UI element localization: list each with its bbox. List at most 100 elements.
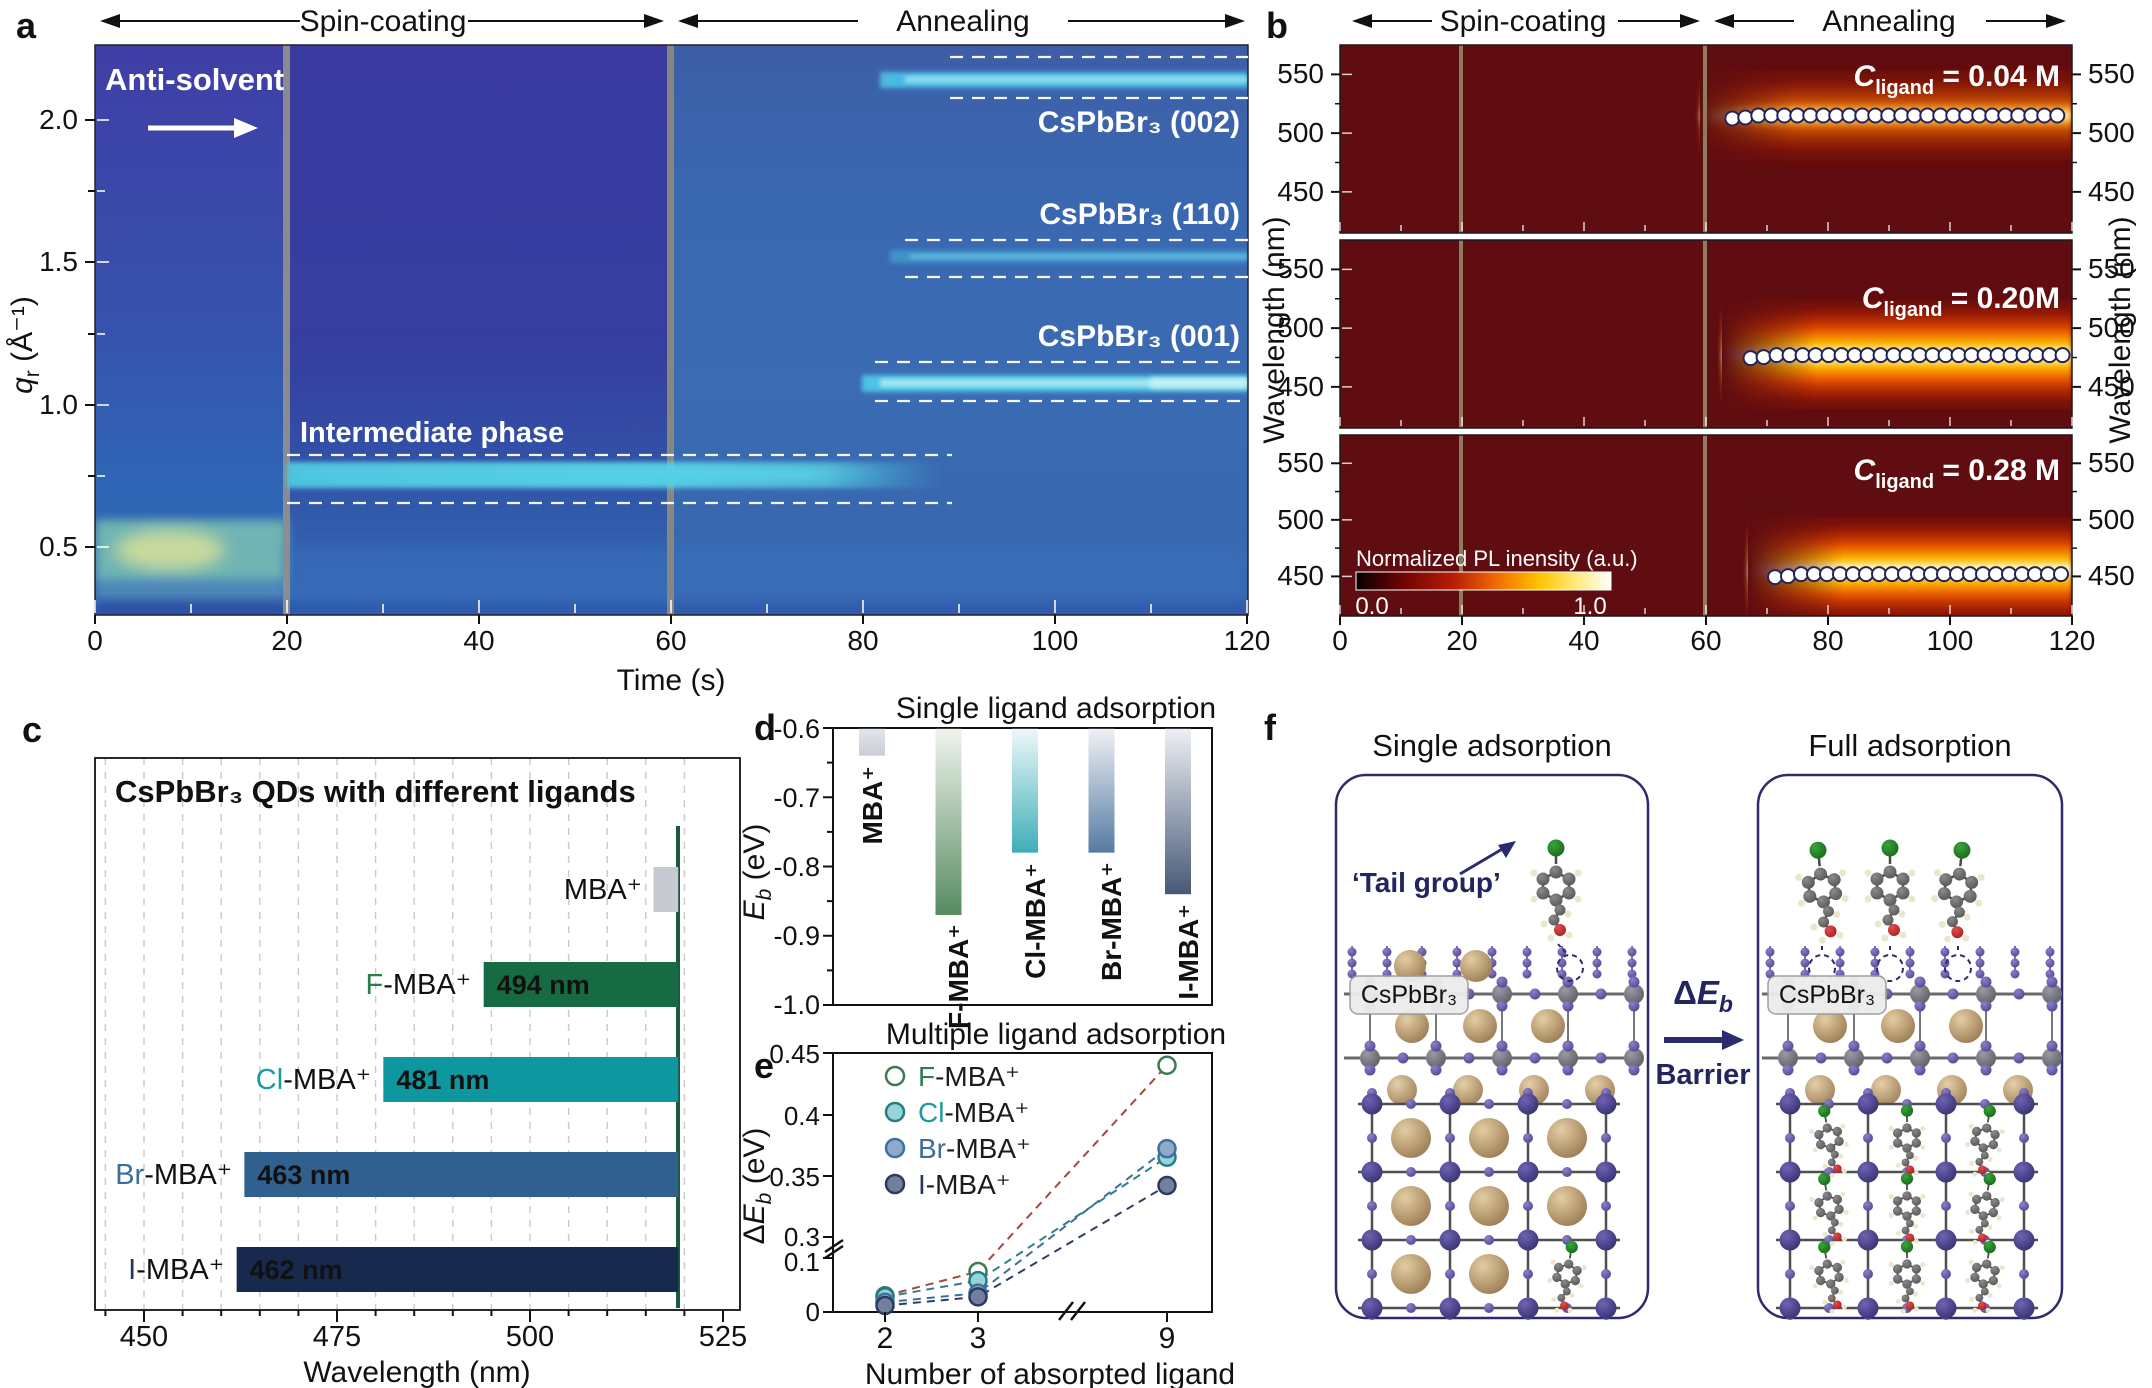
- wavelength-bars: 494 nm 481 nm 463 nm 462 nm: [236, 867, 679, 1292]
- legend-label: I-MBA⁺: [918, 1169, 1011, 1200]
- y-axis-label: qr (Å⁻¹): [6, 296, 44, 394]
- legend-label: Cl-MBA⁺: [918, 1097, 1029, 1128]
- legend-marker-cl: [884, 1101, 906, 1123]
- y-axis-label: Eb (eV): [738, 824, 776, 921]
- tick-label: 500: [506, 1321, 554, 1353]
- crystal-slab-side-view: [1344, 946, 1644, 1105]
- pl-heatmap-0.20M: Cligand = 0.20M: [1339, 239, 2073, 429]
- tick-label: 550: [2088, 447, 2135, 478]
- tick-label: 0.5: [39, 531, 78, 562]
- tick-label: 0.35: [769, 1162, 820, 1192]
- tick-label: 500: [1277, 312, 1324, 343]
- colorbar-caption: Normalized PL inensity (a.u.): [1356, 546, 1638, 571]
- cspbbr3-badge: CsPbBr₃: [1767, 975, 1887, 1015]
- ligand-label-f: F-MBA⁺: [365, 969, 471, 1001]
- c-ligand-label: Cligand = 0.28 M: [1854, 454, 2060, 493]
- tick-label: 550: [1277, 447, 1324, 478]
- bar-label: Br-MBA⁺: [1096, 862, 1127, 981]
- legend-label: F-MBA⁺: [918, 1061, 1020, 1092]
- tick-label: 500: [2088, 117, 2135, 148]
- panel-letter: d: [754, 707, 776, 748]
- phase-label-spin-coating: Spin-coating: [300, 5, 467, 38]
- giwaxs-heatmap: Anti-solvent Intermediate phase CsPbBr₃ …: [94, 44, 1249, 616]
- cspbbr3-badge: CsPbBr₃: [1349, 975, 1469, 1015]
- bar-label: MBA⁺: [857, 766, 888, 845]
- panel-letter: c: [22, 709, 42, 750]
- tick-label: 0.1: [784, 1247, 820, 1277]
- tick-label: 80: [1812, 625, 1843, 656]
- ligand-label-br: Br-MBA⁺: [115, 1159, 232, 1191]
- bar-value-label: 494 nm: [497, 970, 590, 1000]
- axis-break-icons: [824, 1238, 1086, 1321]
- panel-letter: b: [1266, 5, 1288, 46]
- tick-label: 0: [87, 625, 103, 656]
- colorbar-max: 1.0: [1573, 593, 1606, 620]
- tick-label: 1.5: [39, 246, 78, 277]
- ligand-label-cl: Cl-MBA⁺: [256, 1064, 371, 1096]
- badge-label: CsPbBr₃: [1361, 981, 1457, 1009]
- anti-solvent-label: Anti-solvent: [105, 62, 284, 97]
- phase-label-spin-coating: Spin-coating: [1440, 5, 1607, 38]
- intermediate-phase-label: Intermediate phase: [300, 417, 564, 449]
- anti-solvent-arrow-icon: [148, 118, 258, 138]
- barrier-annotation: ΔEb Barrier: [1655, 974, 1750, 1091]
- panel-e-title: Multiple ligand adsorption: [886, 1018, 1226, 1051]
- tick-label: 120: [2049, 625, 2096, 656]
- tick-label: 20: [1446, 625, 1477, 656]
- c-ligand-label: Cligand = 0.20M: [1862, 282, 2060, 321]
- full-adsorption-art: [1790, 837, 1990, 1043]
- panel-d: d Single ligand adsorption MBA⁺ F-MBA⁺ C…: [738, 692, 1216, 1029]
- legend-marker-i: [884, 1173, 906, 1195]
- panel-a-axis-labels: 2.0 1.5 1.0 0.5 qr (Å⁻¹) 0 20 40 60 80 1…: [6, 104, 1270, 697]
- panel-c-ticks: [104, 1310, 724, 1322]
- panel-e-axis-labels: 0.45 0.4 0.35 0.3 0.1 0 2 3 9 Number of …: [738, 1039, 1235, 1388]
- tick-label: 2: [877, 1322, 894, 1355]
- tick-label: 80: [847, 625, 878, 656]
- ligand-label-mba: MBA⁺: [564, 874, 642, 906]
- tick-label: 475: [313, 1321, 361, 1353]
- badge-label: CsPbBr₃: [1779, 981, 1875, 1009]
- tail-group-arrow-icon: [1459, 841, 1516, 876]
- bar-category-labels: MBA⁺ F-MBA⁺ Cl-MBA⁺ Br-MBA⁺ I-MBA⁺: [115, 874, 642, 1286]
- tick-label: 40: [1568, 625, 1599, 656]
- panel-c-axis-labels: 450 475 500 525 Wavelength (nm): [120, 1321, 747, 1388]
- panel-d-title: Single ligand adsorption: [896, 692, 1216, 725]
- tick-label: 500: [2088, 504, 2135, 535]
- binding-energy-bars: [859, 728, 1191, 915]
- single-adsorption-box: [1334, 773, 1650, 1320]
- bar-value-label: 463 nm: [257, 1160, 350, 1190]
- bar-label: Cl-MBA⁺: [1020, 863, 1051, 979]
- tick-label: -0.9: [773, 921, 820, 951]
- plot-frame: [832, 1052, 1213, 1313]
- tick-label: 3: [970, 1322, 987, 1355]
- tick-label: 0.3: [784, 1222, 820, 1252]
- single-adsorption-title: Single adsorption: [1372, 728, 1612, 763]
- panel-e: e Multiple ligand adsorption F-MBA⁺ Cl-M…: [738, 1018, 1235, 1388]
- legend-marker-f: [884, 1065, 906, 1087]
- tick-label: 9: [1159, 1322, 1176, 1355]
- panel-a-ticks: [85, 119, 1248, 624]
- panel-f: f Single adsorption Full adsorption ‘Tai…: [1264, 707, 2064, 1320]
- y-axis-label-left: Wavelength (nm): [1258, 216, 1291, 443]
- panel-a: a Spin-coating Annealing: [6, 5, 1270, 697]
- tick-label: 20: [271, 625, 302, 656]
- delta-eb-label: ΔEb: [1673, 974, 1733, 1017]
- tick-label: 450: [1277, 176, 1324, 207]
- phase-header: Spin-coating Annealing: [1352, 5, 2066, 38]
- barrier-label: Barrier: [1655, 1059, 1750, 1091]
- tick-label: 550: [2088, 58, 2135, 89]
- panel-d-ticks: [823, 727, 833, 1006]
- gridlines: [104, 758, 686, 1310]
- tick-label: 0.45: [769, 1039, 820, 1069]
- tick-label: 1.0: [39, 389, 78, 420]
- full-adsorption-title: Full adsorption: [1808, 728, 2011, 763]
- plot-frame: [94, 757, 741, 1311]
- barrier-arrow-icon: [1664, 1030, 1744, 1050]
- phase-header: Spin-coating Annealing: [100, 5, 1245, 38]
- tick-label: 500: [1277, 117, 1324, 148]
- panel-letter: f: [1264, 707, 1277, 748]
- tick-label: 550: [1277, 58, 1324, 89]
- adsorption-site-icon: [1556, 954, 1584, 982]
- pl-peak-markers: [1724, 107, 2071, 586]
- x-axis-label: Number of absorpted ligand: [865, 1358, 1235, 1388]
